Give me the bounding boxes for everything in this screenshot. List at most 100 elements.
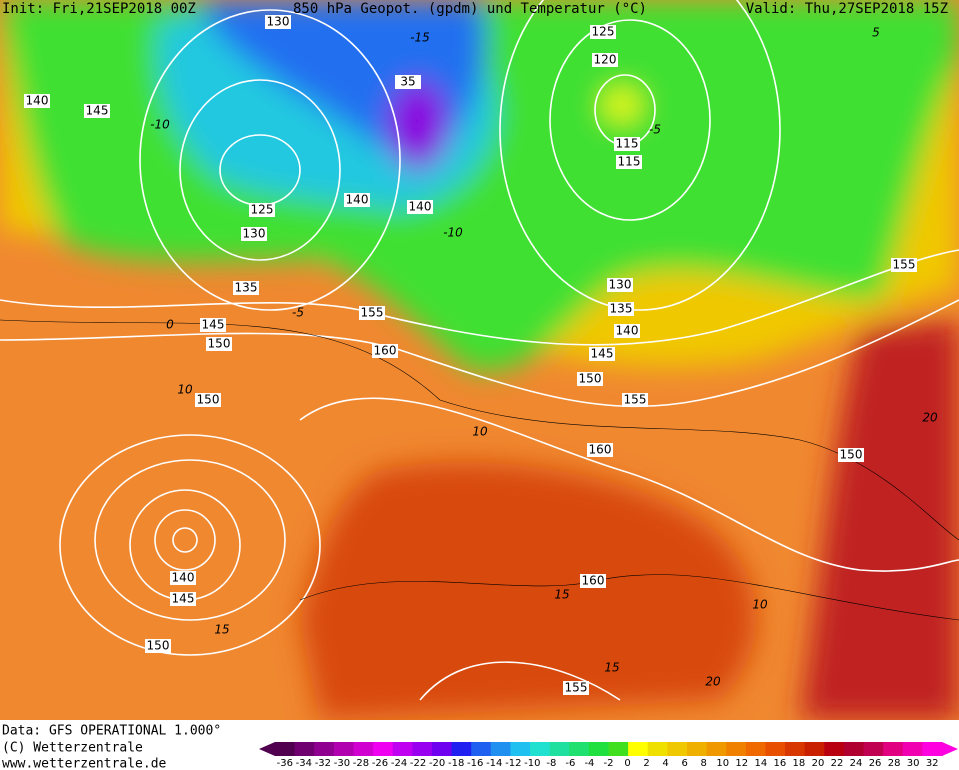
colorbar-tick-label: -14 — [486, 758, 502, 769]
colorbar: -36 -34 -32 -30 -28 -26 -24 -22 -20 -18 -16 -14 -12-… — [259, 742, 958, 769]
contour-label: 160 — [582, 574, 605, 588]
colorbar-tick-label: 28 — [888, 758, 901, 769]
contour-label: 150 — [208, 337, 231, 351]
contour-label: 150 — [147, 639, 170, 653]
color-swatch — [902, 742, 923, 756]
colorbar-tick-label: -26 — [372, 758, 388, 769]
color-swatch — [530, 742, 551, 756]
colorbar-tick-label: 32 — [926, 758, 939, 769]
contour-label-bg — [265, 15, 291, 29]
colorbar-tick-label: -24 — [391, 758, 407, 769]
isotherm-label: 20 — [922, 411, 938, 425]
copyright: (C) Wetterzentrale — [2, 741, 143, 756]
colorbar-tick-label: -34 — [296, 758, 312, 769]
contour-label: 135 — [610, 302, 633, 316]
contour-label: 155 — [893, 258, 916, 272]
colorbar-tick-label: 10 — [716, 758, 729, 769]
isotherm-label: -5 — [649, 123, 661, 137]
contour-label: 140 — [346, 193, 369, 207]
contour-label-bg — [891, 258, 917, 272]
contour-label: 140 — [616, 324, 639, 338]
contour-label-bg — [592, 53, 618, 67]
colorbar-tick-label: 22 — [831, 758, 844, 769]
color-swatch — [451, 742, 472, 756]
color-swatch — [922, 742, 943, 756]
colorbar-tick-label: -18 — [448, 758, 464, 769]
isotherm-label: 0 — [166, 318, 174, 332]
colorbar-tick-label: 0 — [624, 758, 630, 769]
isotherm-label: -5 — [292, 306, 304, 320]
contour-label: 150 — [579, 372, 602, 386]
color-swatch — [686, 742, 708, 756]
colorbar-tick-label: 12 — [735, 758, 748, 769]
color-swatch — [588, 742, 609, 756]
color-swatch — [471, 742, 492, 756]
contour-label-bg — [233, 281, 259, 295]
isotherm-label: 10 — [177, 383, 193, 397]
contour-label: 125 — [251, 203, 274, 217]
color-swatch — [275, 742, 296, 756]
contour-label: 160 — [374, 344, 397, 358]
contour-label-bg — [84, 104, 110, 118]
colorbar-tick-label: -32 — [315, 758, 331, 769]
contour-label: 130 — [609, 278, 632, 292]
colorbar-tick-label: 18 — [793, 758, 806, 769]
isotherm-label: 20 — [705, 675, 721, 689]
website: www.wetterzentrale.de — [2, 757, 167, 770]
colorbar-tick-label: -8 — [546, 758, 556, 769]
contour-label-bg — [838, 448, 864, 462]
contour-label-bg — [170, 571, 196, 585]
colorbar-tick-label: 16 — [773, 758, 786, 769]
color-swatch — [490, 742, 511, 756]
color-swatch — [667, 742, 688, 756]
color-swatch — [765, 742, 786, 756]
colorbar-tick-label: -30 — [334, 758, 350, 769]
colorbar-tick-label: -10 — [524, 758, 540, 769]
contour-label: 140 — [26, 94, 49, 108]
colorbar-end — [259, 742, 275, 756]
colorbar-tick-label: 26 — [869, 758, 882, 769]
isotherm-label: -10 — [150, 118, 170, 132]
colorbar-tick-label: 30 — [907, 758, 920, 769]
color-swatch — [549, 742, 570, 756]
color-swatch — [294, 742, 315, 756]
contour-label-bg — [590, 25, 616, 39]
contour-label: 160 — [589, 443, 612, 457]
colorbar-tick-label: 6 — [681, 758, 687, 769]
color-swatch — [785, 742, 806, 756]
contour-label-bg — [589, 347, 615, 361]
contour-label: 135 — [235, 281, 258, 295]
color-swatch — [333, 742, 354, 756]
contour-label: 130 — [243, 227, 266, 241]
isotherm-label: 15 — [214, 623, 229, 637]
isotherm-label: 5 — [872, 26, 880, 40]
color-swatch — [706, 742, 727, 756]
valid-time: Valid: Thu,27SEP2018 15Z — [746, 1, 948, 17]
contour-label-bg — [563, 681, 589, 695]
contour-label-bg — [587, 443, 613, 457]
init-time: Init: Fri,21SEP2018 00Z — [2, 1, 196, 17]
contour-label: 130 — [267, 15, 290, 29]
colorbar-tick-label: -28 — [353, 758, 369, 769]
contour-label: 145 — [591, 347, 614, 361]
contour-label: 155 — [361, 306, 384, 320]
isotherm-label: 10 — [472, 425, 488, 439]
color-swatch — [647, 742, 668, 756]
colorbar-tick-label: -22 — [410, 758, 426, 769]
contour-label-bg — [577, 372, 603, 386]
color-swatch — [824, 742, 845, 756]
contour-label: 145 — [202, 318, 225, 332]
colorbar-tick-label: 24 — [850, 758, 863, 769]
colorbar-tick-label: 14 — [754, 758, 767, 769]
contour-label-bg — [195, 393, 221, 407]
color-swatch — [726, 742, 747, 756]
isotherm-label: 10 — [752, 598, 768, 612]
color-swatch — [843, 742, 865, 756]
contour-label-bg — [241, 227, 267, 241]
contour-label-bg — [607, 278, 633, 292]
contour-label-bg — [622, 393, 648, 407]
contour-label: 125 — [592, 25, 615, 39]
contour-label-bg — [170, 592, 196, 606]
color-swatch — [353, 742, 374, 756]
